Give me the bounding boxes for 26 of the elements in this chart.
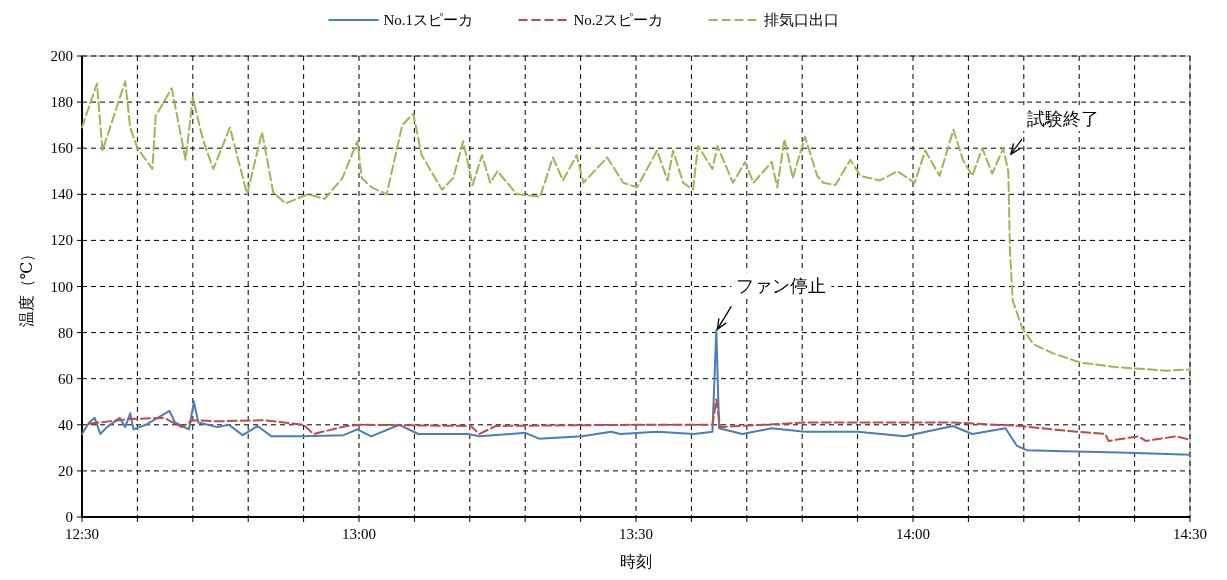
y-tick-label: 100 (50, 278, 73, 295)
y-tick-label: 200 (50, 48, 73, 64)
annotation: ファン停止 (736, 275, 827, 297)
annotation: 試験終了 (1026, 108, 1099, 130)
y-tick-label: 20 (58, 462, 73, 479)
x-tick-label: 13:30 (618, 526, 654, 542)
line-series (81, 329, 1191, 456)
line-series (81, 80, 1191, 372)
y-tick-label: 0 (65, 509, 73, 525)
legend-label: 排気口出口 (763, 12, 839, 28)
x-tick-label: 12:30 (64, 526, 100, 542)
x-tick-label: 14:00 (895, 526, 931, 542)
y-tick-label: 60 (58, 370, 73, 387)
y-axis-title: 温度（℃） (18, 245, 35, 328)
x-tick-label: 14:30 (1172, 526, 1208, 542)
legend-label: No.1スピーカ (383, 12, 474, 28)
y-tick-label: 160 (50, 140, 73, 157)
x-tick-label: 13:00 (341, 526, 377, 542)
legend-label: No.2スピーカ (573, 12, 664, 28)
y-tick-label: 80 (58, 324, 73, 341)
y-tick-label: 40 (58, 416, 73, 433)
y-tick-label: 140 (50, 186, 73, 203)
x-axis-title: 時刻 (620, 553, 652, 570)
y-tick-label: 180 (50, 94, 73, 111)
line-series (88, 398, 1191, 442)
y-tick-label: 120 (50, 232, 73, 249)
